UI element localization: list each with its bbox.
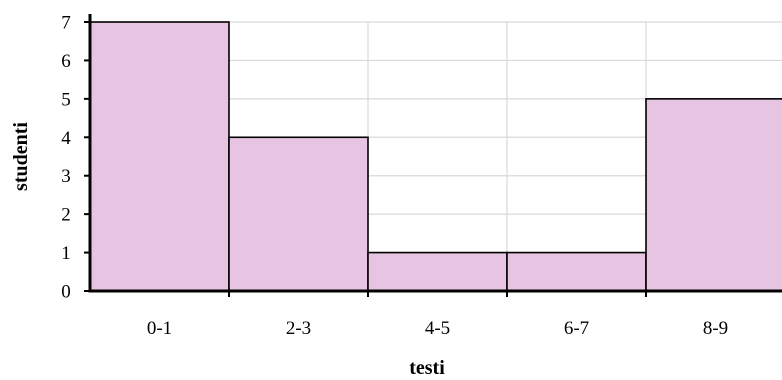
x-tick-label-2-3: 2-3	[286, 318, 311, 339]
y-tick-label-3: 3	[61, 166, 71, 187]
y-tick-label-2: 2	[61, 205, 71, 226]
y-tick-labels: 0 1 2 3 4 5 6 7	[61, 13, 90, 303]
bar-6-7	[506, 251, 647, 292]
bars-layer	[89, 21, 782, 292]
x-tick-label-0-1: 0-1	[147, 318, 172, 339]
bar-4-5	[367, 251, 508, 292]
y-tick-label-1: 1	[61, 243, 71, 264]
x-axis-title: testi	[409, 357, 445, 379]
x-tick-label-6-7: 6-7	[564, 318, 589, 339]
bar-0-1	[89, 21, 230, 292]
bar-2-3	[228, 136, 369, 292]
y-tick-label-5: 5	[61, 89, 71, 110]
y-tick-label-7: 7	[61, 13, 71, 34]
x-tick-label-8-9: 8-9	[703, 318, 728, 339]
y-axis-title: studenti	[10, 122, 32, 191]
x-tick-label-4-5: 4-5	[425, 318, 450, 339]
x-tick-labels: 0-1 2-3 4-5 6-7 8-9	[147, 291, 728, 339]
y-tick-label-0: 0	[61, 282, 71, 303]
y-tick-label-6: 6	[61, 51, 71, 72]
bar-8-9	[645, 98, 782, 292]
y-tick-label-4: 4	[61, 128, 71, 149]
